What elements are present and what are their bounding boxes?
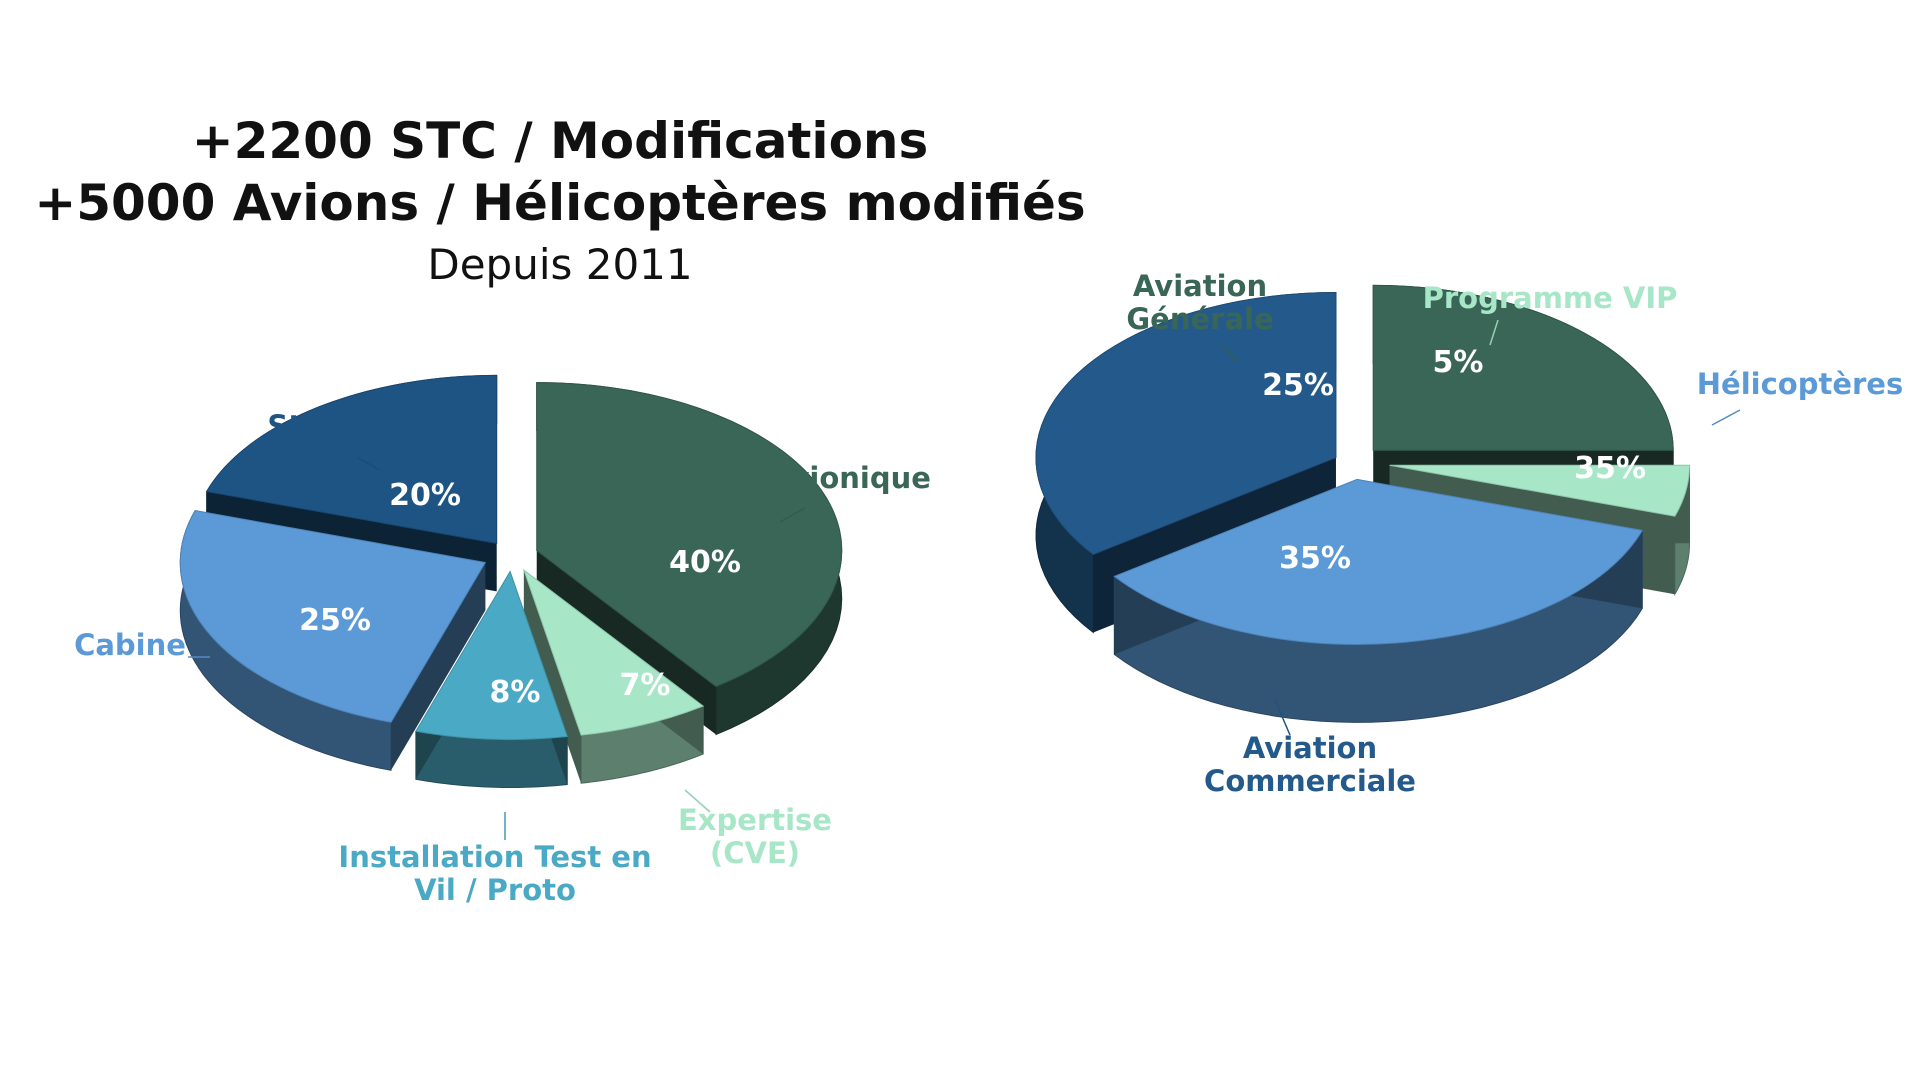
pie-1-category-label-expertise-cve: Expertise (CVE) <box>678 803 832 870</box>
pie-2-value-label-aviation-generale: 25% <box>1262 368 1334 403</box>
pie-1-category-label-cabine: Cabine <box>74 628 186 662</box>
pie-2-category-label-helicopteres: Hélicoptères <box>1697 367 1903 401</box>
pie-2-category-label-aviation-generale: Aviation Générale <box>1126 269 1273 336</box>
pie-1-value-label-structure: 20% <box>389 478 461 513</box>
pie-2-category-label-programme-vip: Programme VIP <box>1423 281 1678 315</box>
pie-1-value-label-installation-test-en-vil-proto: 8% <box>490 675 541 710</box>
header-title-line-1: +2200 STC / Modifications <box>191 112 929 170</box>
pie-2-value-label-aviation-commerciale: 35% <box>1279 541 1351 576</box>
pie-1-slice-avionique <box>536 382 843 688</box>
pie-1-slice-cabine <box>179 510 487 723</box>
pie-2-value-label-helicopteres: 35% <box>1574 451 1646 486</box>
pie-1-category-label-structure: Structure <box>267 409 422 443</box>
pie-chart-left: 40% 7% 8% 25% 20% Avionique Expertise (CVE) Inst… <box>74 374 931 907</box>
pie-2-leader-line-helicopteres <box>1711 409 1741 426</box>
pie-1-value-label-cabine: 25% <box>299 603 371 638</box>
pie-2-category-label-aviation-commerciale: Aviation Commerciale <box>1204 731 1416 798</box>
pie-2-leader-line-programme-vip <box>1489 319 1499 346</box>
pie-1-slice-installation-test-en-vil-proto <box>415 570 568 740</box>
chart-header: +2200 STC / Modifications +5000 Avions /… <box>30 110 1090 294</box>
pie-2-slice-aviation-commerciale <box>1035 292 1337 556</box>
pie-1-leader-line-avionique <box>779 507 806 523</box>
pie-1-leader-line-structure <box>357 457 381 471</box>
pie-1-value-label-avionique: 40% <box>669 545 741 580</box>
pie-2-slice-programme-vip <box>1389 464 1691 517</box>
header-subtitle: Depuis 2011 <box>427 240 693 289</box>
pie-2-leader-line-aviation-commerciale <box>1274 699 1291 736</box>
pie-1-category-label-installation-test-en-vil-proto: Installation Test en Vil / Proto <box>338 840 651 907</box>
pie-1-leader-line-expertise-cve <box>684 789 711 813</box>
pie-1-value-label-expertise-cve: 7% <box>620 668 671 703</box>
pie-2-leader-line-aviation-generale <box>1221 344 1239 363</box>
pie-1-category-label-avionique: Avionique <box>769 461 931 495</box>
pie-1-slice-structure <box>205 374 498 545</box>
pie-2-slice-aviation-generale <box>1372 284 1674 451</box>
header-title-line-2: +5000 Avions / Hélicoptères modifiés <box>34 174 1086 232</box>
pie-1-slice-expertise-cve <box>522 568 705 736</box>
pie-2-slice-helicopteres <box>1113 478 1644 645</box>
pie-2-value-label-programme-vip: 5% <box>1433 345 1484 380</box>
pie-chart-right: 25% 5% 35% 35% Aviation Générale Programme VIP… <box>1035 269 1903 798</box>
